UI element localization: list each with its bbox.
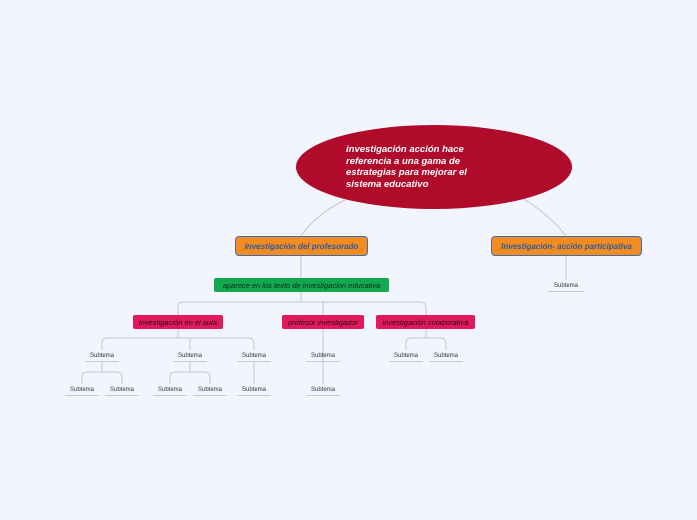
subtopic[interactable]: Subtema: [429, 350, 463, 362]
subtopic[interactable]: Subtema: [65, 384, 99, 396]
subtopic[interactable]: Subtema: [306, 350, 340, 362]
topic-investigacion-accion-participativa[interactable]: Investigación- acción participativa: [491, 236, 642, 256]
topic-investigacion-colaborativa[interactable]: investigación colaborativa: [376, 315, 475, 329]
subtopic[interactable]: Subtema: [105, 384, 139, 396]
subtopic[interactable]: Subtema: [153, 384, 187, 396]
subtopic[interactable]: Subtema: [173, 350, 207, 362]
subtopic[interactable]: Subtema: [237, 350, 271, 362]
topic-aparece-textos[interactable]: aparece en los texto de investigacion ed…: [214, 278, 389, 292]
topic-investigacion-profesorado[interactable]: Investigación del profesorado: [235, 236, 368, 256]
central-topic-text: investigación acción hace referencia a u…: [346, 144, 467, 190]
central-topic[interactable]: investigación acción hace referencia a u…: [296, 125, 572, 209]
subtopic[interactable]: Subtema: [389, 350, 423, 362]
subtopic[interactable]: Subtema: [193, 384, 227, 396]
topic-profesor-investigador[interactable]: profesor investigador: [282, 315, 364, 329]
topic-investigacion-aula[interactable]: investigación en el aula: [133, 315, 223, 329]
subtopic[interactable]: Subtema: [237, 384, 271, 396]
subtopic[interactable]: Subtema: [548, 280, 584, 292]
subtopic[interactable]: Subtema: [306, 384, 340, 396]
subtopic[interactable]: Subtema: [85, 350, 119, 362]
